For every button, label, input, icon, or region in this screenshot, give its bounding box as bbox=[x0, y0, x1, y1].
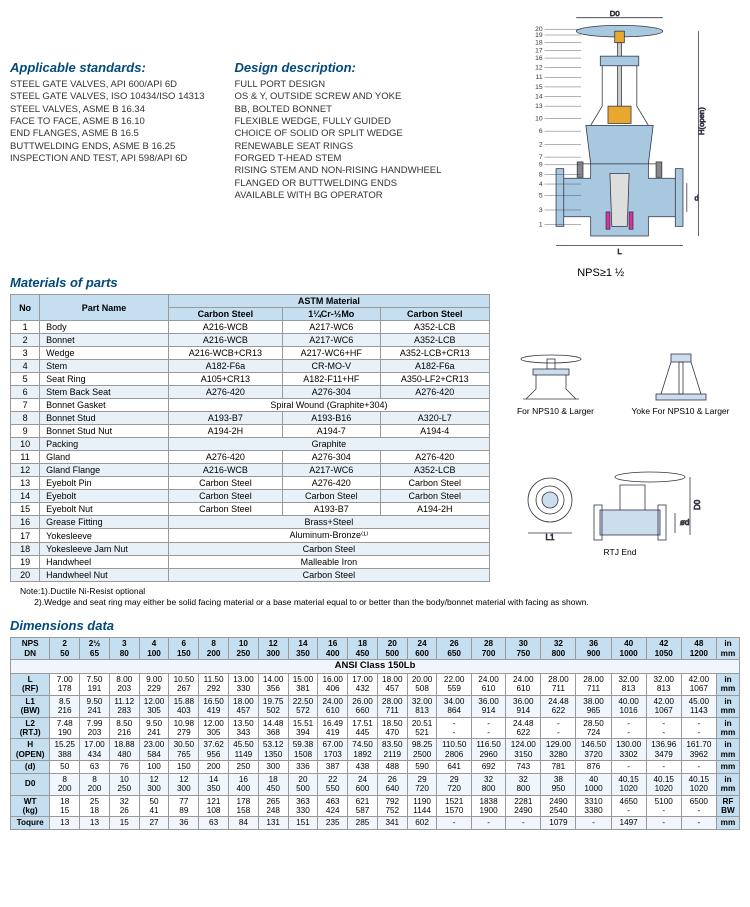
materials-row: 16Grease FittingBrass+Steel bbox=[11, 516, 490, 529]
materials-row: 5Seat RingA105+CR13A182-F11+HFA350-LF2+C… bbox=[11, 373, 490, 386]
design-line: FLANGED OR BUTTWELDING ENDS bbox=[235, 178, 442, 190]
materials-row: 3WedgeA216-WCB+CR13A217-WC6+HFA352-LCB+C… bbox=[11, 347, 490, 360]
materials-row: 12Gland FlangeA216-WCBA217-WC6A352-LCB bbox=[11, 464, 490, 477]
svg-text:14: 14 bbox=[536, 93, 544, 100]
side-diagrams: For NPS10 & Larger Yoke For NPS10 & Larg… bbox=[500, 294, 740, 582]
svg-text:5: 5 bbox=[539, 193, 543, 200]
standards-line: END FLANGES, ASME B 16.5 bbox=[10, 128, 205, 140]
design-line: FULL PORT DESIGN bbox=[235, 79, 442, 91]
svg-text:16: 16 bbox=[536, 55, 544, 62]
svg-text:18: 18 bbox=[536, 40, 544, 47]
svg-text:10: 10 bbox=[536, 116, 544, 123]
svg-text:L: L bbox=[618, 247, 623, 256]
svg-text:19: 19 bbox=[536, 32, 544, 39]
side-diagram-c: L1 D0 ød RTJ End bbox=[520, 465, 720, 557]
materials-row: 10PackingGraphite bbox=[11, 438, 490, 451]
side-b-label: Yoke For NPS10 & Larger bbox=[632, 406, 730, 416]
materials-row: 18Yokesleeve Jam NutCarbon Steel bbox=[11, 543, 490, 556]
design-line: RENEWABLE SEAT RINGS bbox=[235, 141, 442, 153]
th-c3: Carbon Steel bbox=[380, 308, 489, 321]
materials-row: 13Eyebolt PinCarbon SteelA276-420Carbon … bbox=[11, 477, 490, 490]
standards-line: FACE TO FACE, ASME B 16.10 bbox=[10, 116, 205, 128]
svg-text:4: 4 bbox=[539, 181, 543, 188]
svg-text:ød: ød bbox=[680, 518, 689, 527]
side-diagram-b: Yoke For NPS10 & Larger bbox=[632, 349, 730, 416]
dimensions-row: Toqure13131527366384131151235285341602--… bbox=[11, 817, 740, 829]
side-diagram-a: For NPS10 & Larger bbox=[511, 349, 601, 416]
design-line: FLEXIBLE WEDGE, FULLY GUIDED bbox=[235, 116, 442, 128]
materials-row: 7Bonnet GasketSpiral Wound (Graphite+304… bbox=[11, 399, 490, 412]
standards-lines: STEEL GATE VALVES, API 600/API 6DSTEEL G… bbox=[10, 79, 205, 165]
svg-text:6: 6 bbox=[539, 128, 543, 135]
main-diagram: D0 bbox=[461, 10, 740, 260]
materials-row: 20Handwheel NutCarbon Steel bbox=[11, 569, 490, 582]
materials-row: 9Bonnet Stud NutA194-2HA194-7A194-4 bbox=[11, 425, 490, 438]
top-section: Applicable standards: STEEL GATE VALVES,… bbox=[10, 10, 740, 260]
svg-text:8: 8 bbox=[539, 171, 543, 178]
design-line: BB, BOLTED BONNET bbox=[235, 104, 442, 116]
svg-text:L1: L1 bbox=[546, 533, 555, 542]
materials-row: 19HandwheelMalleable Iron bbox=[11, 556, 490, 569]
standards-line: BUTTWELDING ENDS, ASME B 16.25 bbox=[10, 141, 205, 153]
design-title: Design description: bbox=[235, 60, 442, 75]
design-col: Design description: FULL PORT DESIGNOS &… bbox=[235, 60, 442, 260]
materials-note: Note:1).Ductile Ni-Resist optional 2).We… bbox=[20, 586, 740, 608]
side-a-label: For NPS10 & Larger bbox=[517, 406, 594, 416]
dimensions-row: L2(RTJ)7.481907.992038.502169.5024110.98… bbox=[11, 717, 740, 739]
th-no: No bbox=[11, 295, 40, 321]
svg-text:9: 9 bbox=[539, 162, 543, 169]
standards-line: STEEL GATE VALVES, ISO 10434/ISO 14313 bbox=[10, 91, 205, 103]
dimensions-row: H(OPEN)15.2538817.0043418.8848023.005843… bbox=[11, 739, 740, 761]
svg-text:D0: D0 bbox=[610, 10, 620, 18]
svg-text:H(open): H(open) bbox=[698, 107, 707, 135]
materials-row: 17YokesleeveAluminum-Bronze⁽¹⁾ bbox=[11, 529, 490, 543]
svg-text:1: 1 bbox=[539, 221, 543, 228]
svg-text:13: 13 bbox=[536, 103, 544, 110]
svg-text:3: 3 bbox=[539, 207, 543, 214]
design-lines: FULL PORT DESIGNOS & Y, OUTSIDE SCREW AN… bbox=[235, 79, 442, 202]
materials-row: 14EyeboltCarbon SteelCarbon SteelCarbon … bbox=[11, 490, 490, 503]
design-line: FORGED T-HEAD STEM bbox=[235, 153, 442, 165]
standards-col: Applicable standards: STEEL GATE VALVES,… bbox=[10, 60, 205, 260]
materials-row: 2BonnetA216-WCBA217-WC6A352-LCB bbox=[11, 334, 490, 347]
standards-line: STEEL GATE VALVES, API 600/API 6D bbox=[10, 79, 205, 91]
dimensions-row: (d)5063761001502002503003363874384885906… bbox=[11, 761, 740, 773]
svg-text:15: 15 bbox=[536, 84, 544, 91]
materials-row: 8Bonnet StudA193-B7A193-B16A320-L7 bbox=[11, 412, 490, 425]
th-c1: Carbon Steel bbox=[168, 308, 282, 321]
dimensions-row: L(RF)7.001787.501918.002039.0022910.5026… bbox=[11, 673, 740, 695]
design-line: AVAILABLE WITH BG OPERATOR bbox=[235, 190, 442, 202]
svg-text:2: 2 bbox=[539, 142, 543, 149]
dimensions-row: L1(BW)8.52169.5024111.1228312.0030515.88… bbox=[11, 695, 740, 717]
text-columns: Applicable standards: STEEL GATE VALVES,… bbox=[10, 10, 441, 260]
materials-row: 4StemA182-F6aCR-MO-VA182-F6a bbox=[11, 360, 490, 373]
standards-line: STEEL VALVES, ASME B 16.34 bbox=[10, 104, 205, 116]
design-line: RISING STEM AND NON-RISING HANDWHEEL bbox=[235, 165, 442, 177]
svg-text:12: 12 bbox=[536, 65, 544, 72]
design-line: OS & Y, OUTSIDE SCREW AND YOKE bbox=[235, 91, 442, 103]
svg-text:11: 11 bbox=[536, 74, 543, 81]
th-c2: 1¼Cr-½Mo bbox=[283, 308, 381, 321]
dimensions-row: WT(kg)1815251832265041778912110817815826… bbox=[11, 795, 740, 817]
standards-title: Applicable standards: bbox=[10, 60, 205, 75]
design-line: CHOICE OF SOLID OR SPLIT WEDGE bbox=[235, 128, 442, 140]
materials-wrap: No Part Name ASTM Material Carbon Steel … bbox=[10, 294, 740, 582]
dimensions-title: Dimensions data bbox=[10, 618, 740, 633]
svg-text:17: 17 bbox=[536, 47, 544, 54]
nps-label: NPS≥1 ½ bbox=[461, 267, 740, 279]
side-c-label: RTJ End bbox=[604, 547, 637, 557]
materials-row: 15Eyebolt NutCarbon SteelA193-B7A194-2H bbox=[11, 503, 490, 516]
dimensions-row: D082008200102501230012300143501640018450… bbox=[11, 773, 740, 795]
svg-text:D0: D0 bbox=[693, 499, 702, 510]
standards-line: INSPECTION AND TEST, API 598/API 6D bbox=[10, 153, 205, 165]
th-part: Part Name bbox=[40, 295, 169, 321]
materials-row: 11GlandA276-420A276-304A276-420 bbox=[11, 451, 490, 464]
materials-table: No Part Name ASTM Material Carbon Steel … bbox=[10, 294, 490, 582]
dimensions-table: NPSDN2502½653804100615082001025012300143… bbox=[10, 637, 740, 830]
svg-text:7: 7 bbox=[539, 154, 543, 161]
materials-row: 6Stem Back SeatA276-420A276-304A276-420 bbox=[11, 386, 490, 399]
materials-row: 1BodyA216-WCBA217-WC6A352-LCB bbox=[11, 321, 490, 334]
th-astm: ASTM Material bbox=[168, 295, 489, 308]
